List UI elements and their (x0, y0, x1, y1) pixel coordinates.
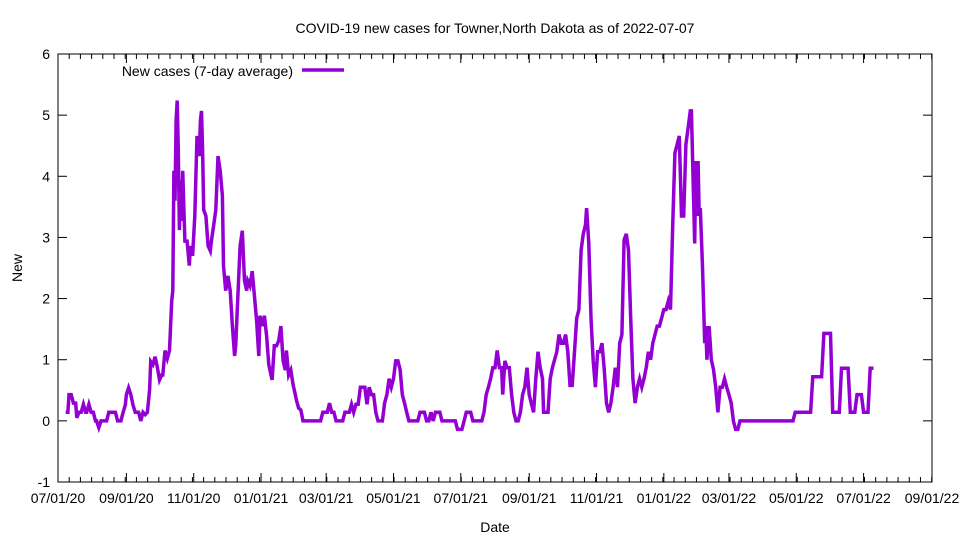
axis-ticks: -1 0 1 2 3 4 5 6 07/01/20 09/01/20 11/01/20 01/01/2… (31, 46, 960, 506)
x-tick-label: 09/01/22 (905, 490, 960, 506)
x-tick-label: 01/01/22 (637, 490, 692, 506)
series-line (65, 100, 874, 434)
x-tick-label: 11/01/20 (167, 490, 221, 506)
y-tick-label: 5 (42, 107, 50, 123)
y-tick-label: 3 (42, 229, 50, 245)
x-tick-label: 07/01/22 (836, 490, 891, 506)
x-tick-label: 03/01/22 (702, 490, 757, 506)
x-tick-label: 09/01/21 (502, 490, 557, 506)
x-tick-label: 01/01/21 (234, 490, 289, 506)
y-tick-label: 2 (42, 291, 50, 307)
y-tick-label: -1 (38, 474, 51, 490)
x-axis-label: Date (480, 519, 510, 535)
x-tick-label: 09/01/20 (99, 490, 154, 506)
y-tick-label: 4 (42, 168, 50, 184)
x-tick-label: 05/01/22 (769, 490, 824, 506)
x-tick-label: 07/01/21 (434, 490, 489, 506)
x-tick-label: 03/01/21 (299, 490, 354, 506)
x-tick-label: 07/01/20 (31, 490, 86, 506)
y-tick-label: 6 (42, 46, 50, 62)
series-group (65, 100, 874, 434)
y-axis-label: New (9, 253, 25, 282)
chart-title: COVID-19 new cases for Towner,North Dako… (296, 20, 695, 36)
y-tick-label: 1 (42, 352, 50, 368)
x-tick-label: 05/01/21 (366, 490, 421, 506)
legend: New cases (7-day average) (122, 63, 344, 79)
y-tick-label: 0 (42, 413, 50, 429)
plot-frame (57, 53, 933, 483)
legend-label: New cases (7-day average) (122, 63, 293, 79)
x-tick-label: 11/01/21 (570, 490, 624, 506)
